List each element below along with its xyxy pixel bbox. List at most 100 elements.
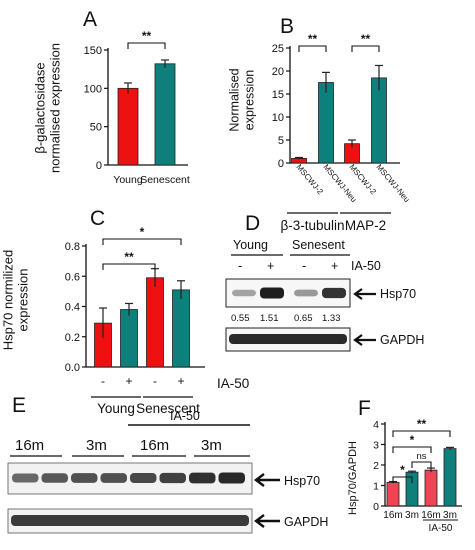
chart-b-group-label: MAP-2	[345, 218, 386, 233]
chart-a-bar	[117, 87, 139, 166]
chart-c-category-label: +	[125, 374, 132, 388]
chart-b-y-tick-label: 25	[272, 43, 284, 55]
chart-c-significance-bracket	[102, 238, 182, 245]
chart-f-significance-label: ns	[416, 451, 426, 462]
chart-c-category-label: -	[153, 374, 157, 388]
chart-b-y-axis-label: Normalisedexpression	[228, 68, 257, 131]
chart-c-y-tick-label: 0.2	[65, 332, 80, 344]
blot-e-band-hsp70: Hsp70	[284, 474, 320, 488]
chart-a-category-label: Young	[113, 174, 143, 186]
blot-e-group-2: 3m	[86, 437, 107, 454]
chart-c-bar	[120, 309, 138, 368]
chart-c-category-label: +	[177, 374, 184, 388]
chart-f-y-tick-label: 1	[373, 481, 379, 493]
blot-d-gapdh-band	[229, 334, 347, 344]
blot-e-hsp70-band	[100, 473, 127, 483]
chart-c-treatment-label: IA-50	[217, 376, 249, 391]
chart-b-y-tick-label: 10	[272, 112, 284, 124]
blot-e-hsp70-band	[189, 472, 216, 484]
chart-b-significance-bracket	[351, 45, 380, 52]
chart-c-bar	[146, 277, 164, 368]
chart-b-bar	[371, 77, 387, 164]
chart-c-y-tick-label: 0.0	[65, 362, 80, 374]
blot-d-lane-2: +	[267, 259, 274, 273]
chart-c: Hsp70 normilizedexpression 0.0 0.2 0.4 0.6 0.…	[1, 225, 250, 416]
chart-a-category-label: Senescent	[140, 174, 190, 186]
blot-e-hsp70-bands	[12, 472, 245, 484]
chart-f-significance-label: **	[417, 417, 427, 431]
panel-label-c: C	[90, 207, 105, 230]
chart-f-significance-label: *	[400, 463, 405, 477]
chart-c-group-label: Young	[97, 401, 135, 416]
chart-f-category-label: 3m	[443, 510, 457, 521]
chart-a-y-tick-label: 150	[84, 45, 102, 57]
arrow-icon	[254, 473, 280, 487]
chart-f-category-label: 16m	[383, 510, 402, 521]
chart-a-y-tick-label: 50	[90, 122, 102, 134]
blot-d-quant-2: 1.51	[260, 313, 279, 324]
chart-b-y-tick-label: 0	[278, 158, 284, 170]
chart-f-y-tick-label: 0	[373, 501, 379, 513]
chart-b-significance-bracket	[298, 45, 327, 52]
blot-e-treatment: IA-50	[170, 409, 200, 423]
blot-d-band-gapdh: GAPDH	[380, 333, 424, 347]
chart-c-y-tick-label: 0.6	[65, 271, 80, 283]
chart-f-y-tick-label: 3	[373, 440, 379, 452]
chart-f-y-tick-label: 4	[373, 419, 379, 431]
blot-d-hsp70-band	[294, 289, 318, 297]
chart-f-category-label: 3m	[405, 510, 419, 521]
blot-d-lane-3: -	[302, 259, 306, 273]
chart-f-significance-bracket	[392, 476, 413, 483]
chart-b-y-tick-label: 15	[272, 89, 284, 101]
blot-d-quant-3: 0.65	[294, 313, 313, 324]
chart-f-significance-bracket	[411, 461, 432, 468]
chart-b-group-label: β-3-tubulin	[280, 218, 344, 233]
chart-c-significance-label: **	[124, 250, 134, 264]
chart-f-treatment-label: IA-50	[429, 523, 453, 534]
blot-e-group-4: 3m	[201, 437, 222, 454]
blot-e-group-1: 16m	[15, 437, 44, 454]
blot-d-group-young: Young	[233, 238, 268, 252]
chart-a-y-axis-label: β-galactosidasenormalised expression	[33, 43, 63, 173]
chart-c-y-axis-label: Hsp70 normilizedexpression	[1, 250, 31, 350]
chart-a-significance-bracket	[127, 42, 166, 49]
chart-b-category-label: MSCWJ-Neu	[374, 163, 411, 205]
panel-label-b: B	[280, 15, 294, 38]
chart-f-significance-bracket	[392, 446, 432, 453]
blot-e-group-3: 16m	[140, 437, 169, 454]
blot-e-hsp70-band	[130, 473, 157, 483]
blot-d-quant-1: 0.55	[231, 313, 250, 324]
blot-d-treatment: IA-50	[351, 259, 381, 273]
chart-b-y-tick-label: 5	[278, 135, 284, 147]
arrow-icon	[254, 514, 280, 528]
blot-e-hsp70-band	[218, 472, 245, 484]
blot-d-lane-4: +	[331, 259, 338, 273]
arrow-icon	[353, 334, 376, 346]
chart-f-bar	[443, 448, 457, 507]
blot-d-hsp70-band	[232, 289, 256, 297]
panel-label-f: F	[358, 397, 371, 420]
chart-b-category-label: MSCWJ-2	[294, 163, 325, 197]
panel-label-d: D	[245, 212, 260, 235]
western-blot-d: Young Senesent - + - + IA-50 Hsp70 0.55 …	[225, 238, 424, 352]
blot-d-quant-4: 1.33	[322, 313, 341, 324]
arrow-icon	[353, 288, 376, 300]
chart-a-y-tick-label: 100	[84, 83, 102, 95]
blot-e-hsp70-band	[159, 472, 186, 484]
blot-d-group-senesent: Senesent	[292, 238, 345, 252]
blot-d-hsp70-band	[260, 287, 284, 299]
chart-c-group-label: Senescent	[136, 401, 200, 416]
chart-f-category-label: 16m	[421, 510, 440, 521]
chart-c-bar	[172, 289, 190, 368]
blot-e-gapdh-band	[11, 515, 249, 526]
blot-e-hsp70-band	[12, 473, 39, 483]
chart-a-y-tick-label: 0	[96, 160, 102, 172]
blot-e-hsp70-band	[71, 473, 98, 483]
chart-c-significance-bracket	[102, 263, 156, 270]
chart-c-y-tick-label: 0.4	[65, 302, 80, 314]
blot-d-lane-1: -	[238, 259, 242, 273]
chart-b: Normalisedexpression 0 5 10 15 20 25 MSCWJ-2 MSC…	[228, 32, 412, 233]
chart-b-significance-label: **	[308, 32, 318, 46]
